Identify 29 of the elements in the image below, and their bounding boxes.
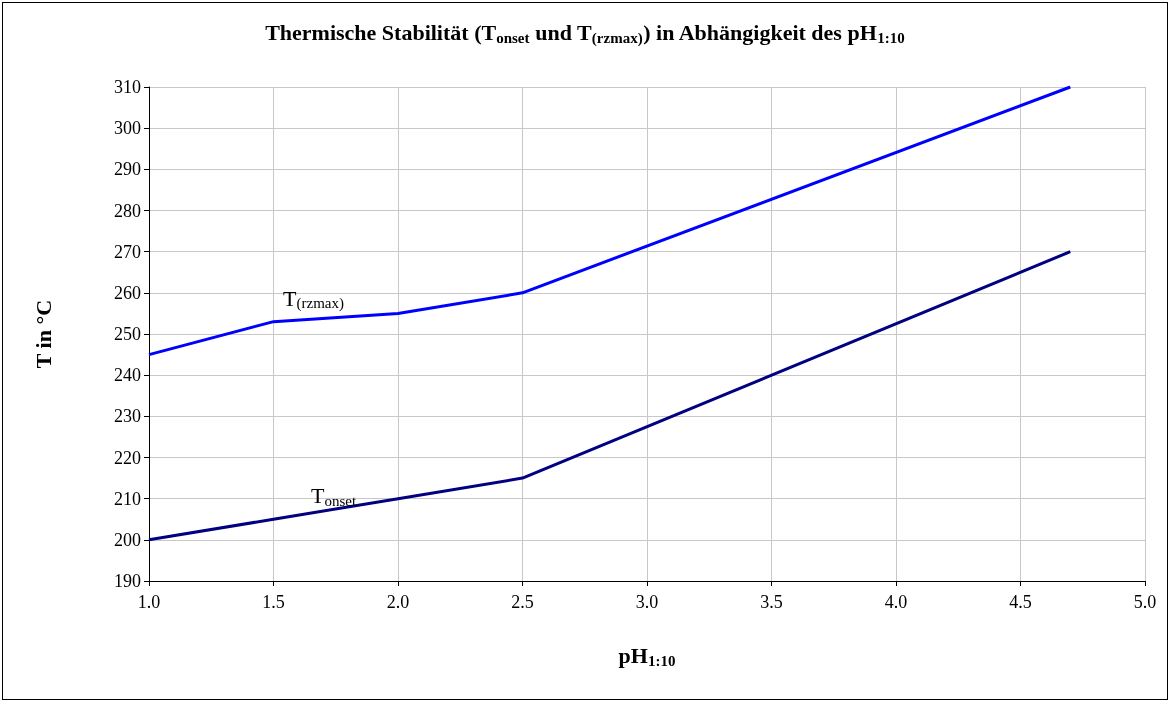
y-tick-label: 300 (114, 118, 141, 139)
x-tick-label: 1.5 (262, 592, 285, 612)
line-series (147, 250, 1072, 542)
y-tick-label: 280 (114, 200, 141, 221)
x-axis-title: pH1:10 (618, 643, 676, 669)
line-series (147, 85, 1072, 357)
y-tick-label: 230 (114, 406, 141, 427)
y-tick-label: 200 (114, 529, 141, 550)
y-tick-label: 240 (114, 365, 141, 386)
y-axis-title: T in °C (30, 299, 56, 369)
x-tick-label: 1.0 (137, 592, 161, 612)
y-tick-label: 290 (114, 159, 141, 180)
y-tick-label: 270 (114, 241, 141, 262)
x-tick-label: 3.5 (760, 592, 783, 612)
y-tick-label: 210 (114, 488, 141, 509)
x-tick-label: 3.0 (635, 592, 659, 612)
x-tick-label: 2.0 (386, 592, 410, 612)
x-tick-label: 2.5 (511, 592, 534, 612)
x-tick-label: 5.0 (1133, 592, 1157, 612)
y-tick-label: 260 (114, 282, 141, 303)
series-label: Tonset (310, 483, 357, 509)
x-tick-label: 4.5 (1009, 592, 1032, 612)
y-tick-label: 190 (114, 571, 141, 591)
y-tick-label: 310 (114, 77, 141, 97)
y-tick-label: 250 (114, 324, 141, 344)
x-tick-label: 4.0 (884, 592, 908, 612)
y-tick-label: 220 (114, 447, 141, 468)
chart-title: Thermische Stabilität (Tonset und T(rzmax)) in Abhängigkeit des pH1:10 (265, 20, 905, 47)
series-label: T(rzmax) (283, 285, 344, 313)
